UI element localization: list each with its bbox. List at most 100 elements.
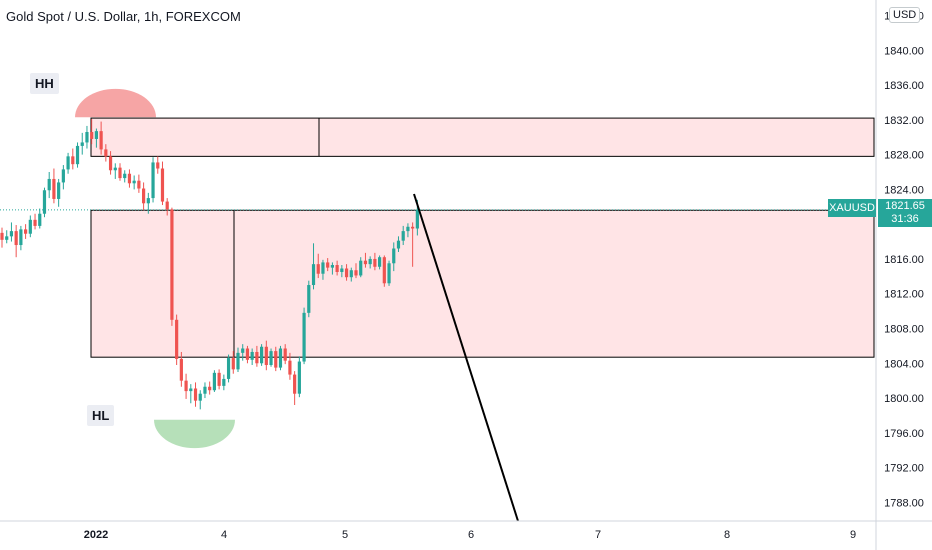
candle	[330, 262, 334, 275]
candle	[33, 213, 37, 230]
hl-label: HL	[87, 405, 115, 426]
candle-body	[85, 132, 89, 143]
y-tick-label: 1836.00	[884, 80, 924, 92]
x-tick-label: 2022	[84, 529, 108, 541]
supply-zone-upper	[90, 117, 875, 157]
candle-body	[5, 236, 9, 240]
candle-body	[42, 190, 47, 214]
candle	[288, 352, 292, 380]
candle	[146, 192, 150, 214]
candle	[85, 125, 89, 149]
candle	[401, 225, 405, 246]
x-tick-label: 7	[595, 529, 601, 541]
candle	[179, 351, 183, 387]
candle-body	[61, 169, 65, 183]
candle	[75, 142, 80, 168]
candle-body	[344, 268, 349, 278]
candle-body	[28, 219, 32, 234]
candle	[382, 255, 386, 287]
candle	[132, 175, 136, 190]
candle-body	[241, 348, 245, 353]
candle	[274, 346, 278, 372]
y-tick-label: 1816.00	[884, 254, 924, 266]
candle	[349, 267, 353, 282]
candle-body	[142, 188, 146, 204]
x-tick-label: 8	[724, 529, 730, 541]
candle	[278, 345, 283, 371]
candle	[260, 344, 264, 366]
candle-body	[132, 180, 136, 184]
candle-body	[302, 312, 306, 362]
candle	[378, 255, 382, 270]
candle-body	[66, 156, 70, 170]
candle-body	[156, 162, 160, 169]
candle	[231, 351, 235, 374]
candle-body	[160, 168, 165, 202]
candle-body	[198, 393, 202, 401]
candle	[94, 128, 98, 148]
chart-title: Gold Spot / U.S. Dollar, 1h, FOREXCOM	[6, 9, 241, 24]
candle-body	[175, 319, 179, 359]
candle-body	[179, 358, 183, 381]
candle	[189, 384, 193, 404]
candle-body	[165, 201, 169, 210]
candle-body	[316, 264, 320, 274]
candle-body	[47, 178, 51, 191]
candle	[193, 382, 198, 407]
candle-body	[274, 351, 278, 368]
candle-body	[311, 264, 316, 286]
candle-body	[269, 351, 273, 366]
candle-body	[38, 213, 42, 226]
candle	[19, 225, 23, 251]
candle-body	[245, 348, 250, 360]
candle	[373, 252, 377, 271]
candle-body	[231, 358, 235, 370]
x-tick-label: 6	[468, 529, 474, 541]
candle	[80, 132, 84, 155]
bar-countdown: 31:36	[891, 213, 919, 225]
candle-body	[321, 262, 325, 274]
candle	[71, 148, 75, 170]
candle	[363, 252, 368, 268]
candle-body	[349, 270, 353, 278]
candle	[142, 182, 146, 211]
candle	[137, 174, 141, 193]
candle	[255, 345, 259, 367]
candle-body	[123, 173, 127, 179]
candle-body	[250, 351, 254, 360]
candle	[28, 215, 32, 238]
y-tick-label: 1788.00	[884, 497, 924, 509]
candle	[241, 344, 245, 361]
x-tick-label: 4	[221, 529, 227, 541]
candle	[90, 118, 94, 145]
candle	[14, 225, 18, 258]
candle-body	[127, 173, 132, 184]
candle	[321, 259, 325, 280]
candle	[113, 163, 117, 179]
price-axis-bg	[876, 0, 932, 550]
candle-body	[255, 351, 259, 364]
candle	[175, 314, 179, 366]
candle-body	[340, 268, 344, 272]
candle-body	[278, 348, 283, 368]
candle	[344, 264, 349, 281]
candle-body	[260, 346, 264, 364]
x-tick-label: 9	[850, 529, 856, 541]
candle-body	[193, 388, 198, 401]
candle-body	[297, 361, 301, 394]
candle	[42, 187, 47, 218]
projection-trend-line[interactable]	[413, 193, 519, 522]
candle	[170, 207, 174, 326]
candle	[297, 356, 301, 398]
candle	[307, 280, 311, 318]
candle-body	[14, 231, 18, 246]
candle	[302, 307, 306, 365]
candle	[99, 121, 103, 155]
candle	[264, 340, 268, 371]
candle	[387, 260, 391, 286]
currency-button[interactable]: USD	[889, 7, 921, 23]
candle	[123, 170, 127, 183]
candle-body	[326, 262, 330, 268]
